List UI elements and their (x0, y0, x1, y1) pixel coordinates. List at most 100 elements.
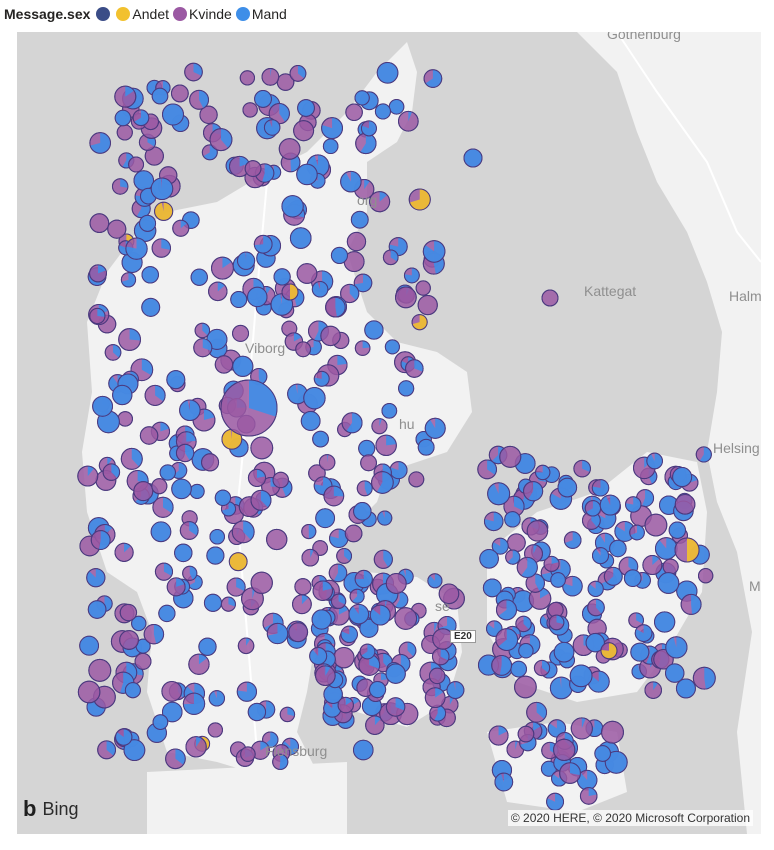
pie-marker[interactable] (422, 240, 446, 263)
pie-marker[interactable] (591, 479, 610, 497)
pie-marker[interactable] (623, 569, 642, 588)
pie-marker[interactable] (695, 446, 712, 463)
pie-marker[interactable] (139, 426, 159, 445)
pie-marker[interactable] (348, 603, 370, 625)
pie-marker[interactable] (182, 692, 206, 715)
pie-marker[interactable] (654, 537, 678, 560)
pie-marker[interactable] (253, 234, 273, 254)
pie-marker[interactable] (494, 772, 514, 792)
pie-marker[interactable] (244, 160, 262, 177)
pie-marker[interactable] (220, 596, 236, 612)
pie-marker[interactable] (247, 286, 268, 308)
pie-marker[interactable] (424, 417, 446, 439)
pie-marker[interactable] (336, 548, 353, 564)
pie-marker[interactable] (132, 109, 150, 127)
pie-marker[interactable] (293, 120, 315, 142)
pie-marker[interactable] (628, 612, 644, 629)
pie-marker[interactable] (312, 580, 334, 601)
pie-marker[interactable] (488, 725, 509, 746)
pie-marker[interactable] (300, 411, 321, 431)
pie-marker[interactable] (601, 720, 624, 744)
pie-marker[interactable] (563, 531, 582, 549)
pie-marker[interactable] (506, 533, 526, 553)
pie-marker[interactable] (201, 453, 220, 472)
pie-marker[interactable] (250, 436, 274, 460)
pie-marker[interactable] (171, 478, 192, 500)
pie-marker[interactable] (354, 90, 370, 106)
pie-marker[interactable] (385, 697, 406, 717)
pie-marker[interactable] (477, 459, 497, 480)
pie-marker[interactable] (232, 324, 250, 342)
pie-marker[interactable] (311, 609, 332, 630)
pie-marker[interactable] (535, 464, 551, 481)
pie-marker[interactable] (120, 272, 137, 288)
pie-marker[interactable] (247, 468, 267, 488)
pie-marker[interactable] (266, 622, 289, 645)
pie-marker[interactable] (119, 630, 139, 650)
pie-marker[interactable] (151, 238, 172, 258)
pie-marker[interactable] (313, 370, 330, 387)
pie-marker[interactable] (570, 717, 593, 740)
pie-marker[interactable] (384, 339, 400, 355)
pie-marker[interactable] (526, 520, 549, 542)
pie-marker[interactable] (360, 120, 377, 137)
pie-marker[interactable] (214, 355, 234, 374)
pie-marker[interactable] (150, 177, 174, 201)
pie-marker[interactable] (141, 266, 159, 284)
pie-marker[interactable] (491, 537, 509, 555)
pie-marker[interactable] (301, 523, 317, 540)
pie-marker[interactable] (428, 667, 446, 685)
pie-marker[interactable] (232, 355, 254, 377)
pie-marker[interactable] (261, 68, 280, 86)
pie-marker[interactable] (150, 521, 172, 543)
pie-marker[interactable] (133, 170, 155, 191)
pie-marker[interactable] (77, 465, 99, 487)
pie-marker[interactable] (184, 62, 203, 82)
pie-marker[interactable] (364, 320, 384, 340)
pie-marker[interactable] (79, 635, 100, 656)
pie-marker[interactable] (495, 628, 519, 651)
pie-marker[interactable] (674, 537, 700, 563)
pie-marker[interactable] (206, 546, 225, 565)
pie-marker[interactable] (388, 99, 405, 115)
pie-marker[interactable] (644, 513, 668, 537)
pie-marker[interactable] (609, 539, 627, 558)
pie-marker[interactable] (289, 65, 307, 82)
pie-marker[interactable] (133, 481, 154, 502)
pie-marker[interactable] (587, 598, 605, 617)
pie-marker[interactable] (279, 706, 296, 723)
pie-marker[interactable] (365, 715, 385, 735)
pie-marker[interactable] (354, 340, 371, 356)
pie-marker[interactable] (207, 722, 223, 738)
pie-marker[interactable] (230, 291, 248, 309)
pie-marker[interactable] (201, 144, 218, 161)
pie-marker[interactable] (403, 267, 420, 284)
pie-marker[interactable] (526, 701, 548, 723)
pie-marker[interactable] (111, 178, 129, 195)
pie-marker[interactable] (237, 637, 255, 655)
pie-marker[interactable] (236, 681, 257, 702)
pie-marker[interactable] (340, 283, 360, 304)
pie-marker[interactable] (119, 603, 138, 622)
pie-marker[interactable] (208, 281, 228, 302)
pie-marker[interactable] (226, 577, 246, 597)
pie-marker[interactable] (369, 191, 391, 213)
pie-marker[interactable] (154, 201, 174, 221)
pie-marker[interactable] (517, 725, 535, 743)
pie-marker[interactable] (89, 307, 106, 325)
pie-marker[interactable] (239, 70, 256, 86)
pie-marker[interactable] (576, 769, 598, 791)
pie-marker[interactable] (281, 195, 304, 218)
pie-marker[interactable] (159, 464, 176, 481)
pie-marker[interactable] (89, 213, 110, 233)
pie-marker[interactable] (193, 338, 213, 358)
pie-marker[interactable] (125, 237, 148, 260)
pie-marker[interactable] (170, 462, 188, 479)
pie-marker[interactable] (515, 615, 532, 633)
pie-marker[interactable] (123, 739, 146, 762)
pie-marker[interactable] (211, 256, 234, 280)
pie-marker[interactable] (540, 760, 557, 777)
pie-marker[interactable] (394, 286, 417, 309)
map-view[interactable]: Gothenburg Kattegat Halm Helsing Viborg … (17, 32, 761, 834)
pie-marker[interactable] (646, 452, 663, 470)
